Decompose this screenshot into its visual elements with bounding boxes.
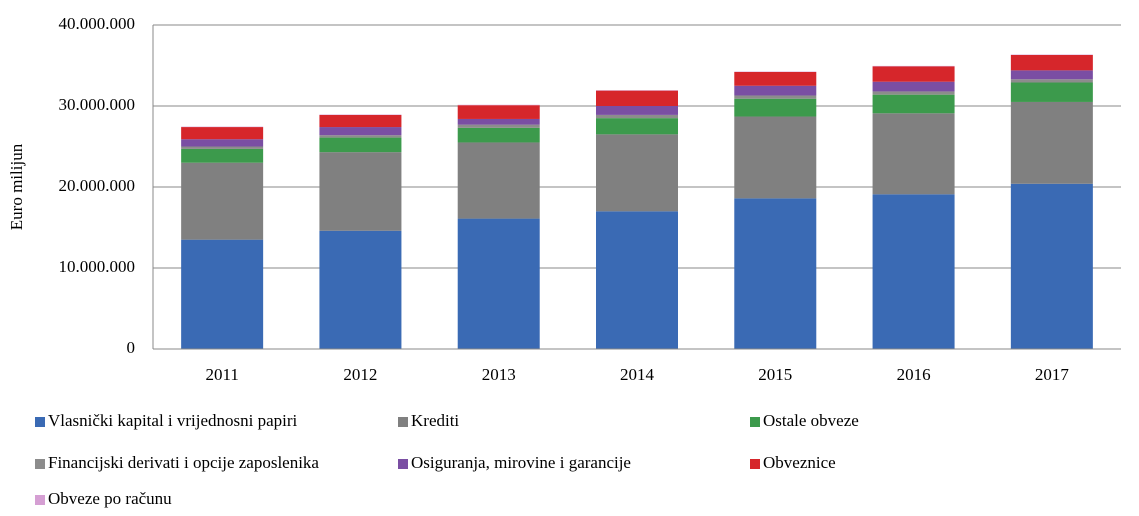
bar-segment [1011,79,1093,82]
bar-segment [1011,55,1093,70]
bar-segment [458,128,540,143]
legend-label: Ostale obveze [763,411,859,430]
x-tick-label: 2011 [205,365,238,384]
y-tick-label: 30.000.000 [59,95,136,114]
legend-swatch [35,459,45,469]
bar-segment [319,231,401,349]
legend-swatch [398,417,408,427]
legend-label: Obveznice [763,453,836,472]
bar-segment [319,138,401,153]
x-tick-label: 2014 [620,365,655,384]
bar-segment [873,194,955,349]
bar-segment [319,135,401,137]
bar-segment [734,99,816,117]
legend-swatch [398,459,408,469]
bar-segment [596,118,678,134]
bar-segment [1011,83,1093,102]
bar-segment [873,113,955,194]
y-axis-label: Euro milijun [7,143,26,230]
bar-segment [181,139,263,146]
bar-segment [181,147,263,149]
bar-segment [734,86,816,96]
legend-swatch [750,417,760,427]
bar-segment [458,125,540,128]
bar-segment [734,117,816,199]
legend-label: Osiguranja, mirovine i garancije [411,453,631,472]
y-tick-label: 0 [127,338,136,357]
legend-swatch [35,417,45,427]
bar-segment [1011,184,1093,349]
bar-segment [596,134,678,211]
bar-segment [734,198,816,349]
bar-segment [458,105,540,119]
y-tick-label: 20.000.000 [59,176,136,195]
bar-segment [181,149,263,163]
legend-swatch [750,459,760,469]
bar-segment [319,152,401,231]
bar-segment [873,66,955,81]
bar-segment [458,142,540,218]
legend-label: Financijski derivati i opcije zaposlenik… [48,453,319,472]
x-tick-label: 2017 [1035,365,1070,384]
bar-segment [319,115,401,127]
bar-segment [458,219,540,349]
bar-segment [734,95,816,98]
bar-segment [1011,102,1093,184]
x-tick-label: 2015 [758,365,792,384]
bar-segment [181,127,263,139]
bar-segment [319,127,401,135]
x-tick-label: 2012 [343,365,377,384]
legend-label: Krediti [411,411,459,430]
bar-segment [873,82,955,92]
legend-swatch [35,495,45,505]
x-tick-label: 2013 [482,365,516,384]
legend-label: Obveze po računu [48,489,172,508]
bar-segment [596,211,678,349]
bar-segment [734,72,816,86]
bar-segment [181,163,263,240]
bar-segment [181,240,263,349]
bar-segment [873,91,955,94]
y-tick-label: 10.000.000 [59,257,136,276]
legend-label: Vlasnički kapital i vrijednosni papiri [48,411,298,430]
y-tick-label: 40.000.000 [59,14,136,33]
bar-segment [596,106,678,115]
x-tick-label: 2016 [897,365,931,384]
bar-segment [873,95,955,114]
bar-segment [458,119,540,125]
bar-segment [1011,70,1093,79]
bar-segment [596,115,678,118]
bar-segment [596,91,678,106]
